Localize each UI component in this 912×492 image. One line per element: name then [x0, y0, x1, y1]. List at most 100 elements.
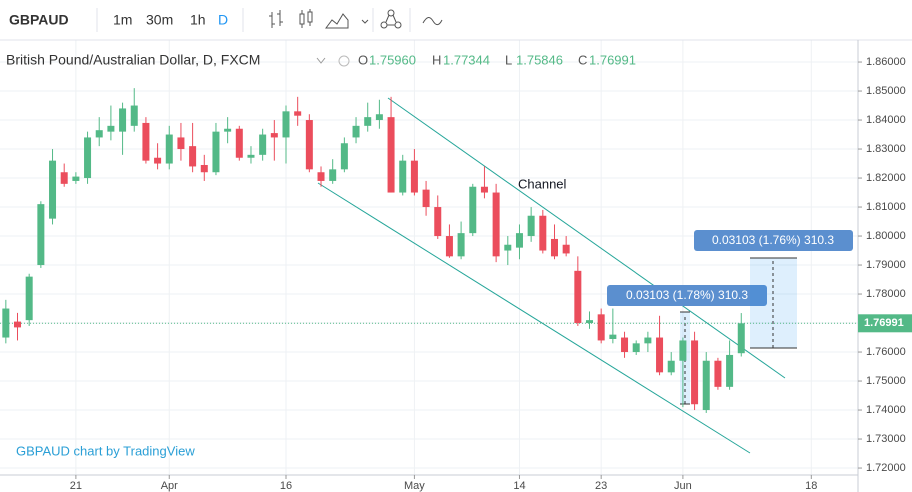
chart-title: British Pound/Australian Dollar, D, FXCM — [6, 52, 260, 68]
visibility-icon[interactable] — [338, 55, 350, 67]
candle-body — [317, 172, 325, 181]
candle-body — [72, 176, 80, 181]
candle-body — [550, 238, 558, 257]
y-tick-label: 1.78000 — [866, 288, 906, 300]
candle-body — [621, 337, 629, 353]
candle-body — [49, 160, 57, 219]
toolbar — [0, 0, 912, 40]
candle-body — [224, 128, 232, 132]
candle-body — [270, 133, 278, 138]
legend-value: 1.75960 — [369, 52, 416, 67]
interval[interactable]: 30m — [146, 12, 173, 28]
candle-body — [574, 270, 582, 324]
last-price-box — [858, 314, 912, 333]
x-tick-label: 21 — [70, 480, 82, 492]
measure-label-box[interactable] — [694, 230, 853, 251]
x-tick-label: Jun — [674, 480, 692, 492]
legend-value: 1.77344 — [443, 52, 490, 67]
y-tick-label: 1.75000 — [866, 375, 906, 387]
y-tick-label: 1.74000 — [866, 404, 906, 416]
candle-body — [305, 120, 313, 170]
channel-label[interactable]: Channel — [518, 176, 567, 191]
measure-label: 0.03103 (1.78%) 310.3 — [626, 288, 748, 302]
candle-body — [504, 244, 512, 251]
candle-body — [329, 169, 337, 181]
chart-type-icons[interactable] — [269, 9, 369, 29]
y-tick-label: 1.82000 — [866, 172, 906, 184]
candle-body — [375, 114, 383, 121]
interval[interactable]: 1m — [113, 12, 132, 28]
measure-label-box[interactable] — [607, 285, 767, 306]
candle-body — [714, 360, 722, 387]
candle-body — [282, 111, 290, 138]
legend-key: L — [505, 52, 512, 67]
candle-body — [37, 204, 45, 266]
y-tick-label: 1.76000 — [866, 346, 906, 358]
candle-body — [177, 137, 185, 150]
candle-body — [586, 320, 594, 324]
candle-body — [562, 244, 570, 254]
candle-body — [632, 343, 640, 353]
candle-body — [84, 137, 92, 179]
legend-key: H — [432, 52, 441, 67]
x-tick-label: 18 — [805, 480, 817, 492]
x-tick-label: 14 — [513, 480, 525, 492]
candle-body — [2, 308, 10, 338]
candle-body — [200, 164, 208, 173]
last-price-label: 1.76991 — [864, 317, 904, 329]
y-tick-label: 1.86000 — [866, 56, 906, 68]
candle-body — [410, 160, 418, 193]
candle-body — [154, 157, 162, 164]
candle-body — [445, 236, 453, 257]
y-tick-label: 1.72000 — [866, 462, 906, 474]
menu-icon[interactable] — [316, 57, 326, 64]
compare-icon[interactable] — [422, 17, 443, 26]
candle-body — [130, 105, 138, 126]
candle-body — [597, 314, 605, 341]
interval-selected[interactable]: D — [218, 12, 228, 28]
interval[interactable]: 1h — [190, 12, 206, 28]
candle-body — [107, 125, 115, 132]
channel-line[interactable] — [317, 182, 751, 454]
candle-body — [691, 340, 699, 405]
y-tick-label: 1.85000 — [866, 85, 906, 97]
measure-label: 0.03103 (1.76%) 310.3 — [712, 233, 834, 247]
candle-body — [119, 108, 127, 132]
candle-body — [457, 233, 465, 257]
legend-value: 1.76991 — [589, 52, 636, 67]
candle-body — [609, 334, 617, 339]
legend-key: O — [358, 52, 368, 67]
candle-body — [189, 146, 197, 167]
candle-body — [667, 360, 675, 373]
candle-body — [259, 134, 267, 155]
candle-body — [165, 134, 173, 164]
y-tick-label: 1.83000 — [866, 143, 906, 155]
candle-body — [492, 192, 500, 257]
candle-body — [737, 323, 745, 354]
candle-body — [142, 122, 150, 161]
candle-body — [235, 128, 243, 158]
indicator-icon[interactable] — [380, 9, 402, 29]
candle-body — [702, 360, 710, 411]
legend-key: C — [578, 52, 587, 67]
channel-line[interactable] — [387, 97, 786, 379]
watermark[interactable]: GBPAUD chart by TradingView — [16, 443, 195, 458]
candle-body — [515, 233, 523, 248]
candle-body — [387, 117, 395, 193]
x-tick-label: May — [404, 480, 425, 492]
candle-body — [95, 130, 103, 138]
x-tick-label: Apr — [161, 480, 178, 492]
symbol[interactable]: GBPAUD — [9, 12, 69, 28]
candle-body — [340, 143, 348, 170]
y-tick-label: 1.81000 — [866, 201, 906, 213]
candle-body — [399, 160, 407, 193]
y-tick-label: 1.80000 — [866, 230, 906, 242]
candle-body — [247, 154, 255, 158]
candle-body — [60, 172, 68, 184]
candle-body — [25, 276, 33, 321]
candle-body — [364, 117, 372, 126]
candle-body — [480, 186, 488, 193]
y-tick-label: 1.84000 — [866, 114, 906, 126]
candle-body — [726, 354, 734, 387]
